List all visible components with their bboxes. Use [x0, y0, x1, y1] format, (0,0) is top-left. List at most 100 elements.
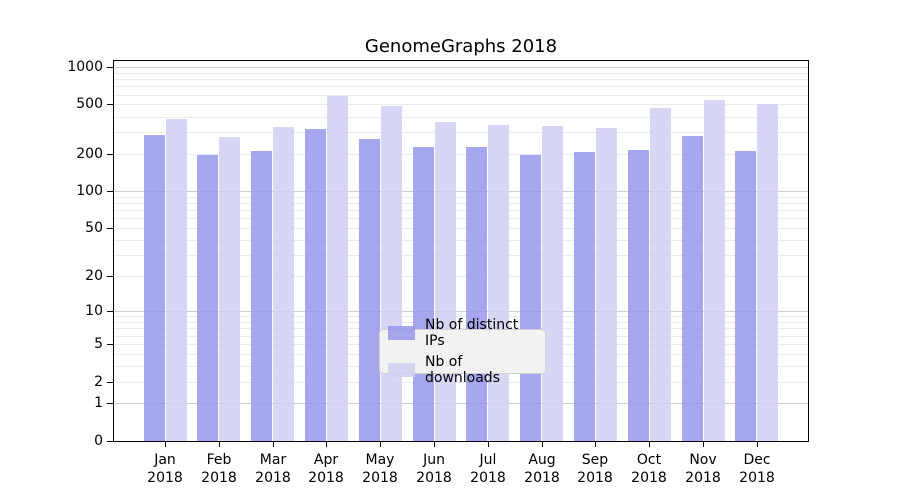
gridline-600: [114, 95, 808, 96]
y-tick-label-200: 200: [76, 146, 103, 162]
bar-aug-2018-distinct-ips: [520, 155, 541, 441]
gridline-2: [114, 382, 808, 383]
gridline-7: [114, 328, 808, 329]
plot-area: [113, 60, 809, 442]
bar-sep-2018-downloads: [596, 128, 617, 441]
x-tick-jun-2018: [434, 442, 435, 447]
gridline-80: [114, 203, 808, 204]
y-tick-label-20: 20: [85, 268, 103, 284]
gridline-20: [114, 276, 808, 277]
x-tick-label-nov-2018: Nov 2018: [685, 452, 721, 486]
y-tick-10: [107, 311, 113, 312]
bar-jul-2018-downloads: [488, 125, 509, 441]
legend-swatch-downloads: [388, 363, 415, 377]
y-tick-label-1000: 1000: [67, 59, 103, 75]
y-tick-500: [107, 104, 113, 105]
gridline-30: [114, 255, 808, 256]
chart-title: GenomeGraphs 2018: [364, 36, 558, 57]
x-tick-label-sep-2018: Sep 2018: [577, 452, 613, 486]
x-tick-dec-2018: [757, 442, 758, 447]
legend-label-distinct-ips: Nb of distinct IPs: [425, 317, 519, 349]
bar-dec-2018-downloads: [757, 104, 778, 441]
y-tick-label-2: 2: [94, 374, 103, 390]
y-tick-0: [107, 441, 113, 442]
gridline-1000: [114, 67, 808, 68]
bar-feb-2018-distinct-ips: [197, 155, 218, 441]
gridline-10: [114, 311, 808, 312]
legend-entry-distinct-ips: Nb of distinct IPs: [388, 317, 537, 349]
x-tick-jul-2018: [488, 442, 489, 447]
gridline-800: [114, 79, 808, 80]
gridline-8: [114, 322, 808, 323]
x-tick-feb-2018: [219, 442, 220, 447]
gridline-200: [114, 154, 808, 155]
y-tick-label-100: 100: [76, 183, 103, 199]
gridline-1: [114, 403, 808, 404]
bar-mar-2018-downloads: [273, 127, 294, 441]
bar-nov-2018-downloads: [704, 100, 725, 441]
y-tick-label-10: 10: [85, 303, 103, 319]
y-tick-1000: [107, 67, 113, 68]
y-tick-20: [107, 276, 113, 277]
x-tick-label-mar-2018: Mar 2018: [255, 452, 291, 486]
legend-swatch-distinct-ips: [388, 326, 415, 340]
x-tick-oct-2018: [649, 442, 650, 447]
bar-may-2018-distinct-ips: [359, 139, 380, 441]
y-tick-200: [107, 154, 113, 155]
x-tick-mar-2018: [273, 442, 274, 447]
y-tick-label-5: 5: [94, 336, 103, 352]
x-tick-apr-2018: [326, 442, 327, 447]
gridline-70: [114, 210, 808, 211]
x-tick-sep-2018: [595, 442, 596, 447]
x-tick-label-feb-2018: Feb 2018: [201, 452, 237, 486]
x-tick-may-2018: [380, 442, 381, 447]
bar-jan-2018-downloads: [166, 119, 187, 441]
x-tick-label-may-2018: May 2018: [362, 452, 398, 486]
bar-mar-2018-distinct-ips: [251, 151, 272, 441]
y-tick-100: [107, 191, 113, 192]
bar-jan-2018-distinct-ips: [144, 135, 165, 441]
legend-label-downloads: Nb of downloads: [425, 354, 500, 386]
bar-may-2018-downloads: [381, 106, 402, 441]
bar-apr-2018-distinct-ips: [305, 129, 326, 441]
bar-jun-2018-downloads: [435, 122, 456, 441]
bar-aug-2018-downloads: [542, 126, 563, 441]
bar-oct-2018-distinct-ips: [628, 150, 649, 441]
bar-jul-2018-distinct-ips: [466, 147, 487, 441]
y-tick-50: [107, 228, 113, 229]
gridline-90: [114, 197, 808, 198]
y-tick-label-1: 1: [94, 395, 103, 411]
gridline-400: [114, 117, 808, 118]
x-tick-jan-2018: [165, 442, 166, 447]
y-tick-1: [107, 403, 113, 404]
gridline-60: [114, 218, 808, 219]
gridline-40: [114, 240, 808, 241]
gridline-50: [114, 228, 808, 229]
y-tick-label-0: 0: [94, 433, 103, 449]
bar-sep-2018-distinct-ips: [574, 152, 595, 441]
y-tick-5: [107, 344, 113, 345]
x-tick-label-jul-2018: Jul 2018: [470, 452, 506, 486]
x-tick-label-oct-2018: Oct 2018: [631, 452, 667, 486]
bar-nov-2018-distinct-ips: [682, 136, 703, 441]
x-tick-label-jun-2018: Jun 2018: [416, 452, 452, 486]
y-tick-2: [107, 382, 113, 383]
x-tick-nov-2018: [703, 442, 704, 447]
gridline-900: [114, 73, 808, 74]
bar-jun-2018-distinct-ips: [413, 147, 434, 441]
gridline-500: [114, 104, 808, 105]
x-tick-aug-2018: [542, 442, 543, 447]
gridline-700: [114, 86, 808, 87]
bar-oct-2018-downloads: [650, 108, 671, 441]
gridline-9: [114, 316, 808, 317]
y-tick-label-50: 50: [85, 220, 103, 236]
gridline-100: [114, 191, 808, 192]
bar-feb-2018-downloads: [219, 137, 240, 441]
x-tick-label-dec-2018: Dec 2018: [739, 452, 775, 486]
bar-dec-2018-distinct-ips: [735, 151, 756, 441]
x-tick-label-jan-2018: Jan 2018: [147, 452, 183, 486]
legend-entry-downloads: Nb of downloads: [388, 354, 537, 386]
legend: Nb of distinct IPs Nb of downloads: [379, 317, 546, 386]
x-tick-label-aug-2018: Aug 2018: [524, 452, 560, 486]
